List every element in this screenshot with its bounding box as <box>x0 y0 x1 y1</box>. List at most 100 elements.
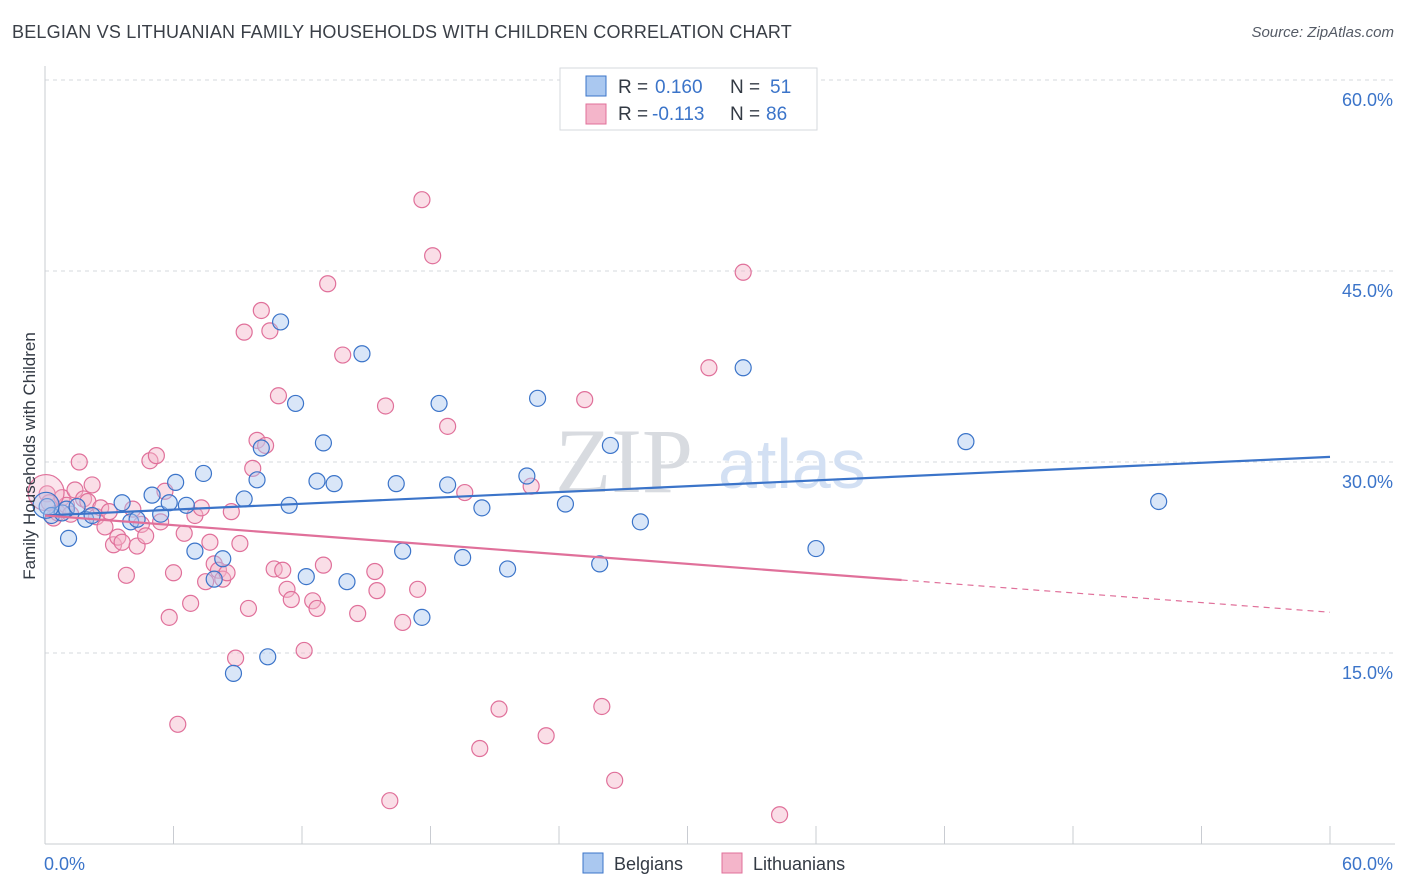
correlation-legend: R = 0.160 N = 51 R = -0.113 N = 86 <box>559 67 818 131</box>
y-tick-label-3: 60.0% <box>1342 90 1393 110</box>
y-tick-label-2: 45.0% <box>1342 281 1393 301</box>
lithuanian-point-54 <box>278 580 296 598</box>
trend-line-belgians <box>44 455 1331 517</box>
tick-labels: 15.0% 30.0% 45.0% 60.0% 0.0% 60.0% <box>44 90 1393 874</box>
belgian-point-49 <box>807 539 825 558</box>
legend-swatch-belgians <box>585 75 607 97</box>
lithuanian-point-25 <box>147 447 165 465</box>
belgian-point-27 <box>286 394 305 413</box>
lithuanian-point-44 <box>235 323 253 341</box>
lithuanian-point-48 <box>252 301 270 320</box>
axes <box>44 66 1395 845</box>
x-tick-label-min: 0.0% <box>44 854 85 874</box>
trend-line-extension-lithuanians <box>901 579 1331 613</box>
belgian-point-22 <box>248 471 266 489</box>
lithuanian-point-32 <box>182 594 200 612</box>
lithuanian-point-7 <box>66 481 84 499</box>
belgian-point-44 <box>556 495 575 513</box>
belgian-point-7 <box>83 506 101 525</box>
y-tick-label-0: 15.0% <box>1342 663 1393 683</box>
x-tick-label-max: 60.0% <box>1342 854 1393 874</box>
legend-r-label-2: R = <box>618 104 648 125</box>
bottom-legend-swatch-belgians <box>582 852 604 874</box>
belgian-point-32 <box>338 573 356 591</box>
belgian-point-48 <box>734 359 752 377</box>
belgian-point-13 <box>160 494 178 512</box>
lithuanian-point-69 <box>413 191 431 209</box>
belgian-point-14 <box>167 473 185 491</box>
belgian-point-10 <box>128 510 146 528</box>
belgian-large-point <box>32 491 60 519</box>
lithuanian-point-71 <box>439 417 457 435</box>
source-label: Source: ZipAtlas.com <box>1251 24 1394 41</box>
belgian-point-8 <box>113 494 131 512</box>
belgian-point-28 <box>297 567 315 586</box>
lithuanian-point-70 <box>424 247 442 265</box>
lithuanian-point-51 <box>265 560 283 578</box>
lithuanian-point-81 <box>734 263 752 281</box>
belgian-point-35 <box>394 542 412 560</box>
lithuanian-point-65 <box>376 397 395 415</box>
lithuanian-point-31 <box>175 524 193 542</box>
belgian-point-30 <box>314 434 333 452</box>
chart-title: BELGIAN VS LITHUANIAN FAMILY HOUSEHOLDS … <box>12 22 792 42</box>
belgian-point-46 <box>601 436 620 455</box>
belgian-point-38 <box>439 476 457 494</box>
belgian-point-21 <box>235 490 253 508</box>
belgian-point-17 <box>194 464 213 483</box>
lithuanian-point-60 <box>319 275 337 293</box>
lithuanian-point-8 <box>70 453 88 471</box>
lithuanian-point-64 <box>368 582 386 600</box>
lithuanian-point-63 <box>366 562 384 581</box>
legend-r-value-1: 0.160 <box>655 77 703 98</box>
legend-r-value-2: -0.113 <box>652 104 704 125</box>
belgian-point-20 <box>224 664 243 682</box>
lithuanian-point-20 <box>124 500 142 518</box>
legend-n-label-1: N = <box>730 77 760 98</box>
belgian-point-37 <box>430 394 448 413</box>
lithuanian-point-18 <box>113 533 131 551</box>
belgian-point-47 <box>631 513 649 531</box>
belgian-point-39 <box>454 548 472 567</box>
trend-line-lithuanians <box>44 514 902 582</box>
belgian-point-45 <box>591 555 609 573</box>
lithuanian-point-61 <box>334 346 352 364</box>
belgian-point-50 <box>957 433 975 451</box>
lithuanian-point-74 <box>490 700 508 718</box>
y-axis-label: Family Households with Children <box>20 332 39 580</box>
watermark-atlas: atlas <box>718 425 866 503</box>
legend-n-value-2: 86 <box>766 104 787 125</box>
lithuanian-point-29 <box>164 564 183 582</box>
lithuanian-point-56 <box>295 641 313 660</box>
lithuanian-point-78 <box>593 697 611 716</box>
bottom-legend-lithuanians: Lithuanians <box>753 854 845 874</box>
lithuanian-point-67 <box>394 613 412 632</box>
lithuanians-points <box>27 191 789 824</box>
trend-lines <box>44 455 1331 613</box>
lithuanian-point-53 <box>274 561 292 579</box>
legend-n-value-1: 51 <box>770 77 791 98</box>
lithuanian-point-59 <box>314 556 333 574</box>
belgian-point-25 <box>271 313 290 331</box>
lithuanian-point-45 <box>239 599 258 618</box>
lithuanian-point-76 <box>537 727 555 745</box>
belgian-point-11 <box>143 486 161 504</box>
lithuanian-point-11 <box>83 476 101 494</box>
lithuanian-point-42 <box>227 649 245 667</box>
lithuanian-point-55 <box>282 590 300 609</box>
belgian-point-24 <box>259 648 277 666</box>
lithuanian-point-19 <box>117 566 135 584</box>
lithuanian-point-68 <box>409 580 427 598</box>
belgian-point-19 <box>214 550 232 568</box>
series-legend: Belgians Lithuanians <box>582 852 845 874</box>
lithuanian-point-62 <box>349 604 367 623</box>
lithuanian-point-66 <box>381 792 399 810</box>
y-tick-label-1: 30.0% <box>1342 472 1393 492</box>
lithuanian-point-52 <box>269 387 288 405</box>
belgians-points <box>32 313 1168 682</box>
belgian-point-51 <box>1150 492 1168 511</box>
lithuanian-point-73 <box>471 739 489 758</box>
lithuanian-point-77 <box>576 391 594 409</box>
lithuanian-point-58 <box>308 599 326 618</box>
belgian-point-36 <box>413 608 431 626</box>
